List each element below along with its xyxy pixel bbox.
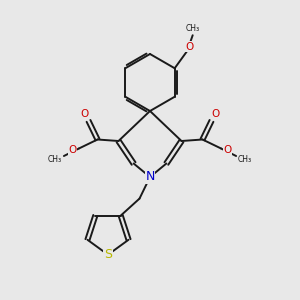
Text: O: O	[80, 109, 88, 119]
Text: S: S	[104, 248, 112, 261]
Text: N: N	[145, 170, 155, 184]
Text: CH₃: CH₃	[48, 155, 62, 164]
Text: CH₃: CH₃	[238, 155, 252, 164]
Text: O: O	[68, 145, 76, 155]
Text: CH₃: CH₃	[186, 24, 200, 33]
Text: O: O	[212, 109, 220, 119]
Text: O: O	[224, 145, 232, 155]
Text: O: O	[185, 42, 194, 52]
